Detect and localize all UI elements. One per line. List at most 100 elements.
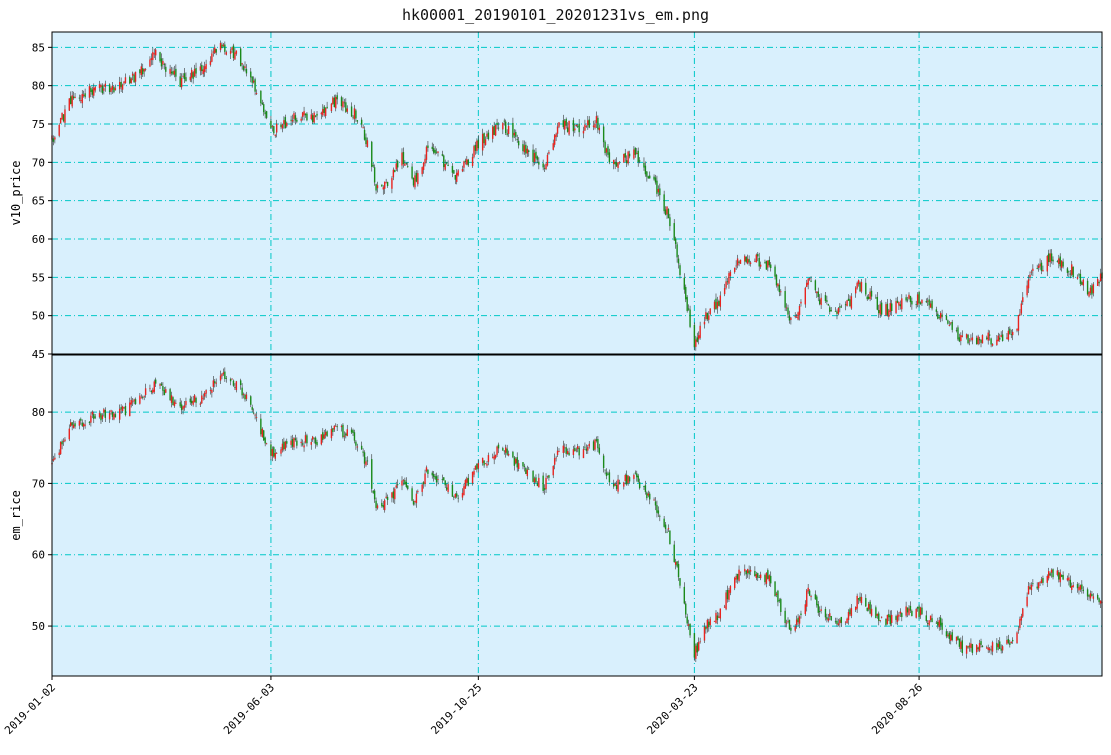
candle-body (215, 48, 217, 53)
candle-body (794, 315, 796, 317)
candle-body (512, 451, 514, 458)
candle-body (647, 493, 650, 496)
candle-body (556, 450, 559, 455)
candle-body (394, 169, 396, 173)
candle-body (264, 112, 266, 115)
candle-body (588, 119, 590, 128)
candle-body (685, 603, 687, 615)
candle-body (221, 44, 223, 49)
candle-body (990, 338, 992, 345)
candle-body (515, 131, 517, 137)
candle-body (179, 76, 181, 87)
candle-body (577, 446, 579, 449)
candle-body (919, 302, 922, 305)
candle-body (139, 395, 141, 404)
candle-body (290, 119, 292, 121)
candle-body (232, 45, 235, 59)
candle-body (175, 68, 177, 77)
candle-body (578, 447, 580, 456)
candle-body (149, 388, 151, 390)
candle-body (617, 162, 619, 169)
candle-body (664, 209, 667, 215)
candle-body (607, 473, 609, 475)
candle-body (847, 612, 850, 621)
candle-body (798, 616, 801, 624)
candle-body (987, 332, 989, 341)
candle-body (604, 141, 606, 154)
candle-body (618, 482, 621, 485)
candle-body (283, 441, 285, 450)
candle-body (61, 112, 63, 120)
candle-body (1036, 586, 1038, 589)
candle-body (800, 613, 802, 615)
candle-body (74, 96, 76, 98)
candle-body (778, 284, 781, 293)
candle-body (996, 339, 998, 346)
candle-body (1026, 285, 1028, 296)
candle-body (588, 443, 590, 447)
candle-body (445, 487, 448, 490)
candle-body (608, 472, 611, 483)
candle-body (134, 71, 137, 82)
candle-body (173, 70, 176, 75)
candle-body (788, 315, 791, 321)
candle-body (342, 424, 344, 438)
candle-body (114, 88, 117, 91)
candle-body (754, 260, 756, 262)
candle-body (777, 590, 779, 603)
candle-body (895, 616, 897, 620)
candle-body (273, 126, 275, 134)
candle-body (830, 616, 832, 621)
candle-body (797, 617, 799, 623)
candle-body (192, 400, 194, 405)
candle-body (93, 87, 95, 96)
candle-body (977, 336, 979, 345)
candle-body (336, 426, 338, 428)
y-axis-label: em_rice (9, 490, 23, 541)
candle-body (124, 406, 127, 415)
candle-body (548, 152, 550, 154)
candle-body (867, 603, 870, 610)
candle-body (624, 153, 626, 158)
candle-body (582, 130, 585, 134)
candle-body (968, 645, 971, 648)
candle-body (294, 438, 297, 441)
candle-body (123, 81, 125, 84)
candle-body (870, 608, 873, 616)
candle-body (129, 402, 131, 417)
candle-body (1088, 292, 1090, 297)
candle-body (870, 290, 873, 297)
candle-body (80, 418, 82, 421)
candle-body (516, 457, 518, 468)
candle-body (72, 424, 75, 428)
candle-body (342, 101, 344, 108)
candle-body (1052, 569, 1054, 578)
candle-body (1059, 256, 1061, 267)
candle-body (1068, 577, 1070, 581)
candle-body (270, 120, 272, 129)
candle-body (1058, 258, 1060, 265)
candle-body (350, 106, 353, 117)
candle-body (709, 308, 711, 315)
candle-body (1078, 586, 1080, 591)
candle-body (965, 334, 968, 338)
x-tick-label: 2019-06-03 (221, 681, 277, 737)
candle-body (538, 477, 540, 488)
candle-body (366, 140, 369, 147)
candle-body (780, 291, 782, 293)
candle-body (566, 127, 569, 132)
candle-body (326, 106, 328, 109)
candle-body (634, 472, 637, 474)
candle-body (245, 68, 248, 74)
candle-body (205, 64, 207, 70)
candle-body (971, 337, 974, 341)
candle-body (274, 134, 276, 136)
candle-body (391, 178, 393, 189)
candle-body (929, 303, 932, 308)
candle-body (172, 71, 174, 75)
candle-body (698, 642, 700, 651)
candle-body (663, 194, 665, 212)
candle-body (392, 169, 395, 178)
candle-body (251, 76, 253, 83)
candle-body (879, 620, 881, 621)
